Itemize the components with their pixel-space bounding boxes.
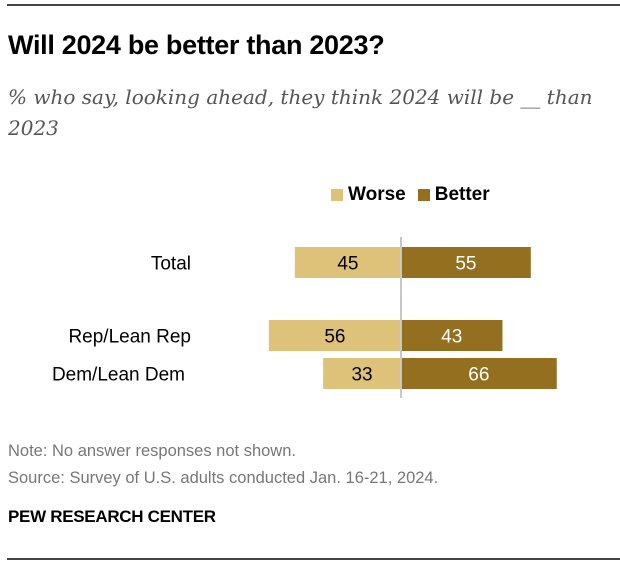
bar-better [401, 358, 557, 389]
bottom-rule [7, 558, 620, 560]
data-label-worse: 45 [337, 254, 358, 275]
data-label-better: 43 [441, 327, 462, 348]
bar-better [401, 320, 503, 351]
brand-logo-text: PEW RESEARCH CENTER [8, 507, 216, 526]
note-text: Note: No answer responses not shown. [8, 442, 296, 460]
bar-worse [268, 320, 401, 351]
footnotes: Note: No answer responses not shown. Sou… [8, 438, 438, 492]
data-label-better: 55 [455, 254, 476, 275]
category-label: Total [151, 254, 191, 275]
data-label-better: 66 [468, 365, 489, 386]
chart-subtitle: % who say, looking ahead, they think 202… [8, 85, 593, 140]
bar-better [401, 247, 531, 278]
legend-swatch-worse [331, 189, 343, 201]
chart-title: Will 2024 be better than 2023? [8, 30, 385, 60]
diverging-bar-chart: Total 45 55 Rep/Lean Rep 56 43 Dem/Lean Dem 33 6… [52, 237, 557, 398]
legend-item-worse: Worse [331, 184, 406, 206]
category-label: Dem/Lean Dem [52, 365, 185, 386]
source-text: Source: Survey of U.S. adults conducted … [8, 469, 439, 487]
category-label: Rep/Lean Rep [68, 327, 191, 348]
legend-label-worse: Worse [348, 184, 406, 205]
legend-label-better: Better [434, 184, 490, 205]
top-rule [7, 4, 620, 6]
legend: Worse Better [331, 184, 502, 206]
data-label-worse: 33 [351, 365, 372, 386]
data-label-worse: 56 [324, 327, 345, 348]
legend-item-better: Better [417, 184, 490, 206]
bar-worse [323, 358, 401, 389]
legend-swatch-better [417, 189, 430, 201]
bar-worse [294, 247, 401, 278]
